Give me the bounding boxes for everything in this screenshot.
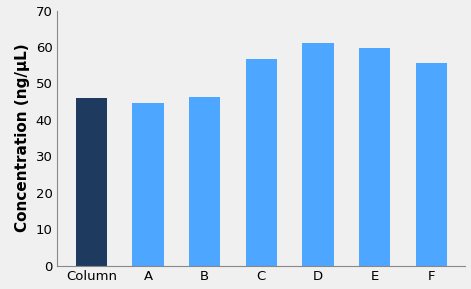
Bar	[302, 42, 333, 266]
Bar	[246, 59, 277, 266]
Bar	[359, 48, 390, 266]
Bar	[132, 103, 163, 266]
Y-axis label: Concentration (ng/μL): Concentration (ng/μL)	[15, 44, 30, 232]
Bar	[416, 63, 447, 266]
Bar	[76, 98, 107, 266]
Bar	[189, 97, 220, 266]
